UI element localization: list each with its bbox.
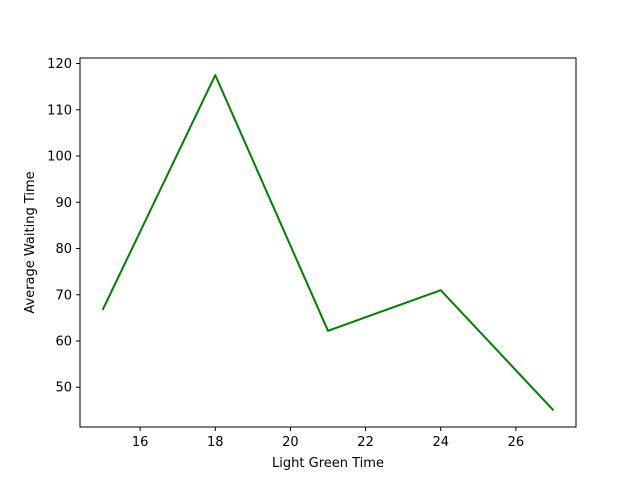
- x-tick-label: 24: [432, 435, 449, 450]
- x-tick-label: 16: [132, 435, 149, 450]
- y-tick-label: 80: [55, 242, 72, 257]
- y-axis-label: Average Waiting Time: [23, 171, 38, 313]
- series-line-0: [101, 74, 555, 412]
- x-tick-label: 22: [357, 435, 374, 450]
- y-tick-label: 50: [55, 381, 72, 396]
- y-tick-label: 70: [55, 288, 72, 303]
- x-axis-label: Light Green Time: [272, 456, 384, 471]
- y-tick-label: 120: [47, 57, 72, 72]
- y-tick-label: 90: [55, 196, 72, 211]
- x-tick-label: 20: [282, 435, 299, 450]
- y-axis-ticks: 50 60 70 80 90 100 110 120: [47, 57, 80, 396]
- y-tick-label: 110: [47, 103, 72, 118]
- y-tick-label: 60: [55, 334, 72, 349]
- x-tick-label: 18: [207, 435, 224, 450]
- x-tick-label: 26: [508, 435, 525, 450]
- series-layer: [101, 74, 555, 412]
- x-axis-ticks: 16 18 20 22 24 26: [132, 427, 524, 450]
- plot-area: [80, 58, 576, 427]
- y-tick-label: 100: [47, 150, 72, 165]
- plot-frame: [79, 57, 577, 428]
